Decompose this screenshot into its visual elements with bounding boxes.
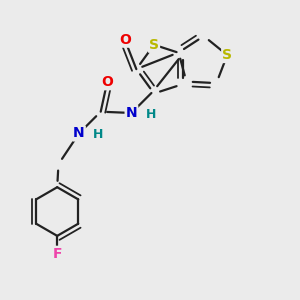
Text: S: S xyxy=(149,38,159,52)
Text: S: S xyxy=(222,48,232,62)
Text: N: N xyxy=(126,106,137,120)
Text: O: O xyxy=(119,33,131,47)
Text: O: O xyxy=(101,75,113,89)
Text: F: F xyxy=(52,247,62,261)
Text: N: N xyxy=(73,127,85,140)
Text: H: H xyxy=(146,108,156,121)
Text: H: H xyxy=(93,128,104,141)
